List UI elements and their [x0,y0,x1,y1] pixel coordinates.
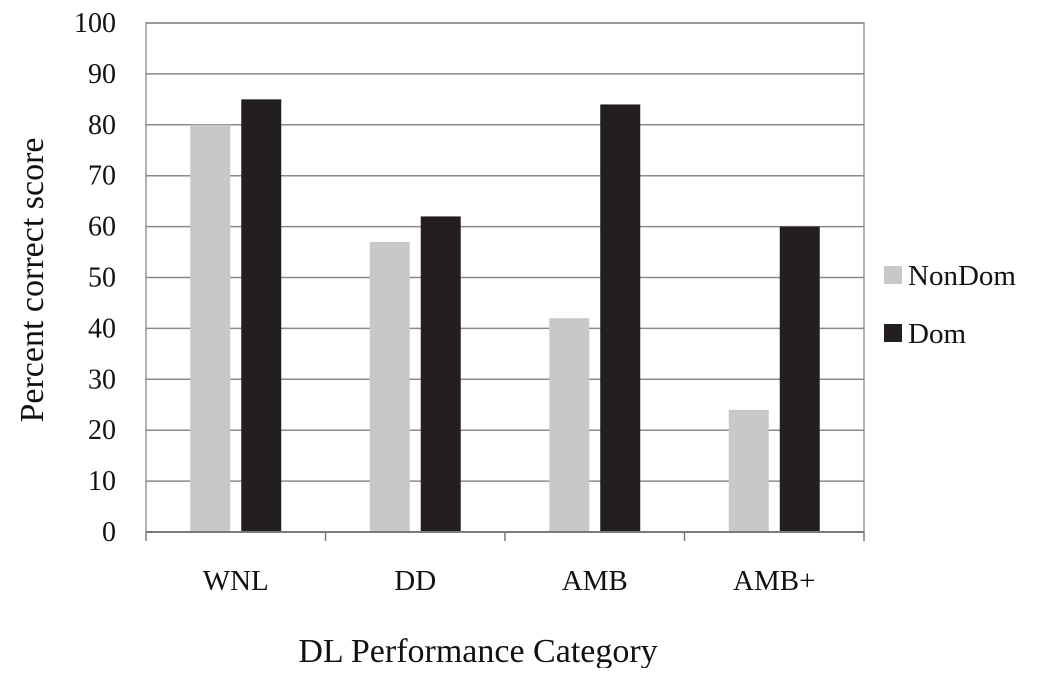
legend-swatch-dom [884,324,902,342]
y-axis-title: Percent correct score [14,137,51,422]
bar-nondom-dd [369,241,410,532]
bar-dom-amb-plus [779,226,820,532]
x-tick-label: WNL [203,565,269,597]
y-tick-label: 0 [102,517,116,548]
bar-dom-dd [420,216,461,533]
x-tick-label: DD [394,565,436,597]
y-tick-label: 60 [88,212,116,243]
y-tick-label: 70 [88,161,116,192]
y-tick-label: 80 [88,110,116,141]
y-tick-label: 90 [88,59,116,90]
y-tick-label: 20 [88,415,116,446]
legend: NonDom Dom [884,260,1016,350]
bar-nondom-amb-plus [728,409,769,532]
x-axis-title: DL Performance Category [298,633,657,668]
legend-swatch-nondom [884,266,902,284]
x-tick-label: AMB+ [733,565,815,597]
y-tick-label: 100 [74,8,116,39]
bar-nondom-wnl [190,124,231,533]
y-tick-label: 30 [88,364,116,395]
y-tick-label: 10 [88,466,116,497]
bar-nondom-amb [549,318,590,532]
legend-label-nondom: NonDom [908,260,1016,292]
axes: 0 10 20 30 40 50 60 70 80 90 100 WNL DD AMB AMB+ [74,8,865,597]
y-tick-label: 40 [88,313,116,344]
bar-dom-wnl [241,99,282,532]
bars [190,99,820,533]
legend-label-dom: Dom [908,318,966,350]
x-tick-label: AMB [562,565,628,597]
bar-dom-amb [600,104,641,532]
y-tick-label: 50 [88,263,116,294]
